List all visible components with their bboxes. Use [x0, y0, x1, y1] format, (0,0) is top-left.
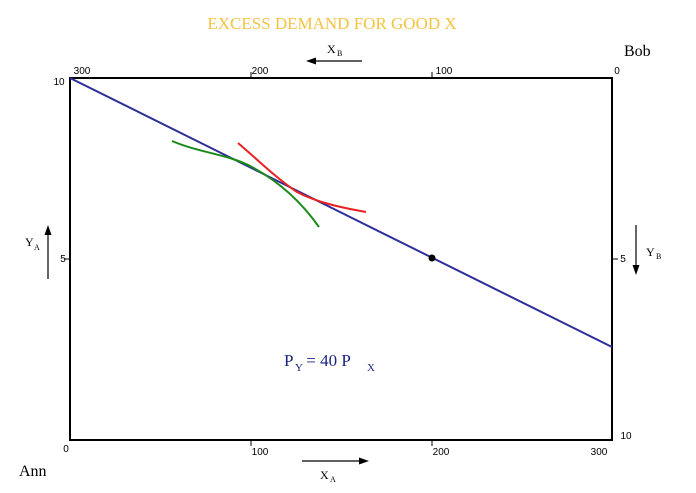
price-ratio-label: P Y = 40 P X: [284, 351, 375, 374]
x-b-axis-label: X B: [306, 42, 362, 65]
y-a-axis-label: Y A: [25, 225, 52, 279]
top-axis-ticks: 300 200 100 0: [74, 66, 620, 78]
bottom-axis-ticks: 0 100 200 300: [63, 440, 608, 458]
up-arrow-icon: [44, 225, 52, 235]
x-b-subscript: B: [337, 49, 342, 58]
bottom-tick-0: 0: [63, 444, 69, 455]
bottom-tick-200: 200: [433, 447, 450, 458]
y-a-letter: Y: [25, 235, 34, 249]
ann-origin-label: Ann: [19, 463, 47, 480]
bottom-tick-300: 300: [591, 447, 608, 458]
top-tick-100: 100: [436, 66, 453, 77]
x-a-subscript: A: [330, 475, 336, 484]
bob-origin-label: Bob: [624, 43, 651, 60]
y-b-subscript: B: [656, 252, 661, 261]
y-b-letter: Y: [646, 245, 655, 259]
left-axis-ticks: 10 5: [53, 77, 70, 265]
diagram-title: EXCESS DEMAND FOR GOOD X: [207, 14, 456, 33]
left-tick-10: 10: [53, 77, 65, 88]
y-b-axis-label: Y B: [632, 225, 661, 275]
right-axis-ticks: 5 10: [612, 254, 632, 442]
y-a-subscript: A: [34, 243, 40, 252]
right-arrow-icon: [359, 457, 369, 465]
price-p-y: P: [284, 351, 293, 370]
price-p-x-subscript: X: [367, 362, 375, 374]
top-tick-0: 0: [614, 66, 620, 77]
left-tick-5: 5: [60, 254, 66, 265]
x-b-letter: X: [327, 42, 336, 56]
down-arrow-icon: [632, 265, 640, 275]
right-tick-5: 5: [620, 254, 626, 265]
x-a-letter: X: [320, 468, 329, 482]
bottom-tick-100: 100: [252, 447, 269, 458]
bob-indifference-curve: [237, 142, 367, 213]
budget-line: [69, 77, 613, 348]
top-tick-200: 200: [252, 66, 269, 77]
edgeworth-box: [69, 77, 613, 441]
ann-indifference-curve: [171, 140, 320, 228]
price-p-y-subscript: Y: [295, 362, 303, 374]
endowment-point: [428, 254, 436, 262]
x-a-axis-label: X A: [302, 457, 369, 484]
top-tick-300: 300: [74, 66, 91, 77]
price-equals: = 40 P: [302, 351, 351, 370]
right-tick-10: 10: [620, 431, 632, 442]
left-arrow-icon: [306, 57, 316, 65]
